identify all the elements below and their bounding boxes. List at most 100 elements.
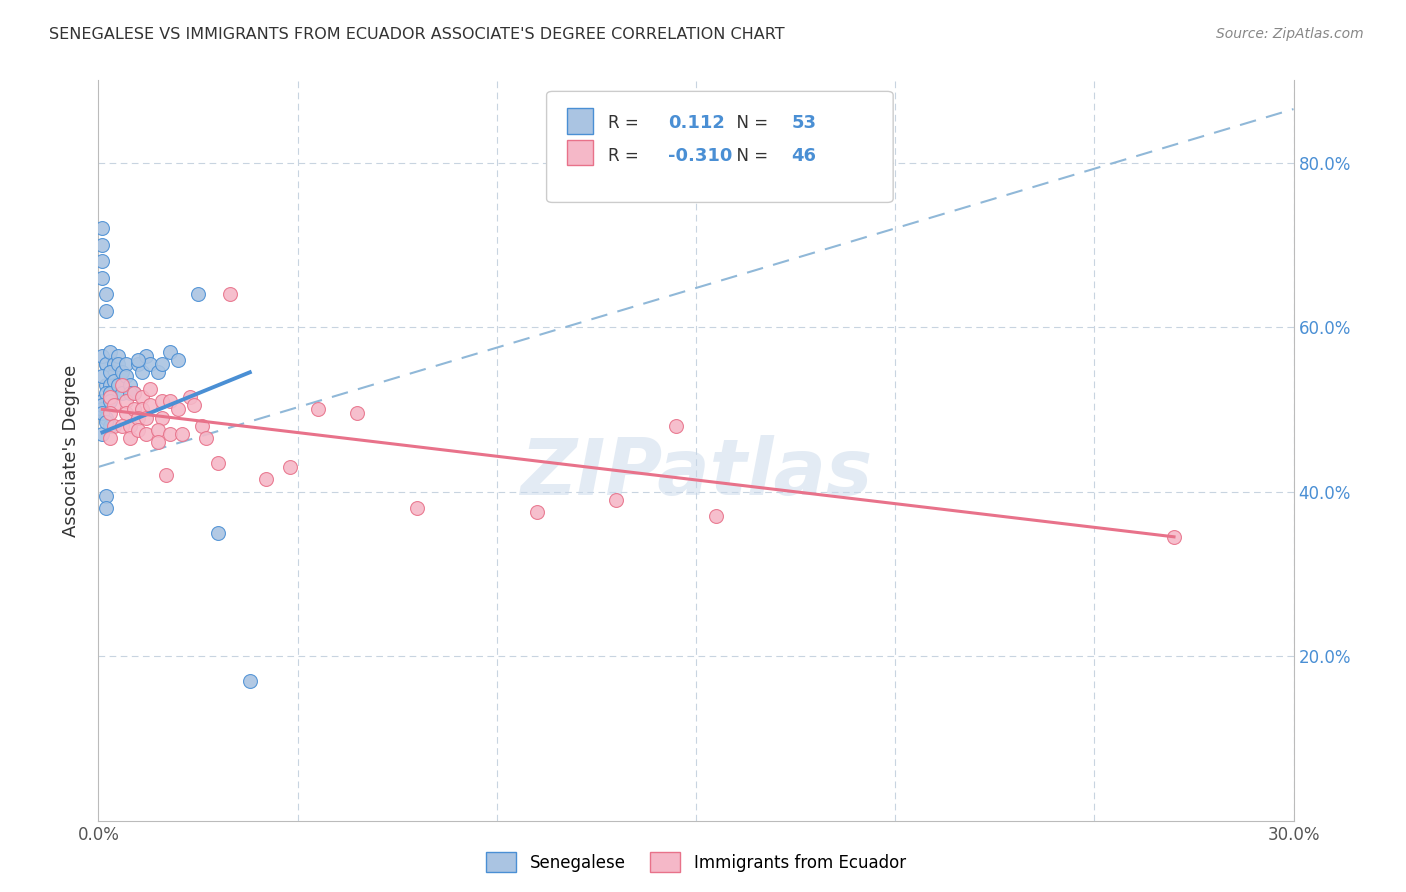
Point bbox=[135, 349, 157, 363]
Point bbox=[1163, 530, 1185, 544]
Point bbox=[148, 435, 170, 450]
Point bbox=[150, 394, 173, 409]
Point bbox=[346, 407, 368, 421]
Point bbox=[172, 427, 194, 442]
Point bbox=[115, 407, 138, 421]
Point bbox=[91, 369, 114, 384]
Point bbox=[96, 357, 118, 371]
Point bbox=[107, 357, 129, 371]
Point bbox=[155, 468, 177, 483]
Point bbox=[98, 385, 122, 400]
Legend: Senegalese, Immigrants from Ecuador: Senegalese, Immigrants from Ecuador bbox=[479, 846, 912, 879]
Text: 0.112: 0.112 bbox=[668, 114, 725, 132]
Point bbox=[96, 377, 118, 392]
Point bbox=[96, 287, 118, 301]
Point bbox=[98, 390, 122, 404]
Point bbox=[96, 415, 118, 429]
Point bbox=[98, 344, 122, 359]
Point bbox=[96, 489, 118, 503]
FancyBboxPatch shape bbox=[567, 108, 593, 134]
Point bbox=[150, 357, 173, 371]
Point bbox=[98, 394, 122, 409]
Point bbox=[96, 357, 118, 371]
Point bbox=[107, 377, 129, 392]
Point bbox=[219, 287, 242, 301]
Point bbox=[131, 402, 153, 417]
Text: -0.310: -0.310 bbox=[668, 147, 733, 165]
Point bbox=[307, 402, 329, 417]
Point bbox=[98, 407, 122, 421]
Point bbox=[98, 385, 122, 400]
Point bbox=[207, 525, 229, 540]
Point bbox=[131, 390, 153, 404]
Point bbox=[526, 505, 548, 519]
Text: R =: R = bbox=[607, 147, 644, 165]
Text: 53: 53 bbox=[792, 114, 817, 132]
Point bbox=[115, 369, 138, 384]
Point bbox=[91, 427, 114, 442]
Text: R =: R = bbox=[607, 114, 644, 132]
Text: ZIPatlas: ZIPatlas bbox=[520, 434, 872, 511]
Point bbox=[139, 398, 162, 412]
Point bbox=[139, 357, 162, 371]
Point bbox=[98, 431, 122, 445]
Point bbox=[115, 357, 138, 371]
Point bbox=[96, 385, 118, 400]
Point bbox=[96, 303, 118, 318]
Point bbox=[91, 349, 114, 363]
Point bbox=[127, 357, 149, 371]
Y-axis label: Associate's Degree: Associate's Degree bbox=[62, 364, 80, 537]
Point bbox=[107, 349, 129, 363]
Point bbox=[111, 418, 134, 433]
Point bbox=[127, 353, 149, 368]
Point bbox=[98, 377, 122, 392]
Point bbox=[124, 385, 146, 400]
Point bbox=[91, 237, 114, 252]
Point bbox=[159, 394, 181, 409]
Point bbox=[179, 390, 201, 404]
Point bbox=[665, 418, 688, 433]
Point bbox=[91, 394, 114, 409]
FancyBboxPatch shape bbox=[567, 140, 593, 165]
Point bbox=[254, 472, 277, 486]
Point bbox=[91, 254, 114, 268]
Text: N =: N = bbox=[725, 147, 773, 165]
Point bbox=[605, 492, 627, 507]
Point bbox=[98, 365, 122, 379]
Point bbox=[103, 365, 125, 379]
Point bbox=[124, 402, 146, 417]
Point bbox=[91, 221, 114, 235]
Point bbox=[148, 365, 170, 379]
Point bbox=[135, 410, 157, 425]
Point bbox=[187, 287, 209, 301]
Point bbox=[127, 410, 149, 425]
Point bbox=[96, 501, 118, 516]
Point bbox=[167, 402, 190, 417]
Point bbox=[111, 365, 134, 379]
Point bbox=[704, 509, 727, 524]
Text: 46: 46 bbox=[792, 147, 817, 165]
Point bbox=[406, 501, 429, 516]
Point bbox=[278, 459, 301, 474]
Point bbox=[115, 394, 138, 409]
Point bbox=[103, 418, 125, 433]
Point bbox=[91, 398, 114, 412]
Point bbox=[120, 377, 142, 392]
Point bbox=[120, 418, 142, 433]
Point bbox=[103, 357, 125, 371]
Point bbox=[120, 385, 142, 400]
Point bbox=[103, 398, 125, 412]
Point bbox=[148, 423, 170, 437]
Point bbox=[150, 410, 173, 425]
Text: N =: N = bbox=[725, 114, 773, 132]
Point bbox=[191, 418, 214, 433]
Point bbox=[120, 431, 142, 445]
Point bbox=[183, 398, 205, 412]
Point bbox=[103, 374, 125, 388]
Point bbox=[124, 385, 146, 400]
Point bbox=[135, 427, 157, 442]
Point bbox=[207, 456, 229, 470]
Point bbox=[131, 365, 153, 379]
Point bbox=[167, 353, 190, 368]
Point bbox=[91, 402, 114, 417]
